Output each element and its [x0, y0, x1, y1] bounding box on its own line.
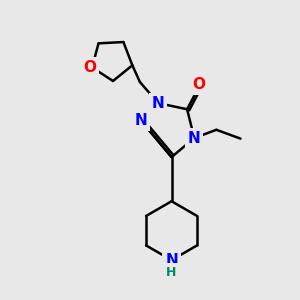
Text: N: N	[152, 96, 164, 111]
Text: O: O	[192, 77, 205, 92]
Text: N: N	[188, 130, 201, 146]
Text: N: N	[165, 253, 178, 268]
Text: H: H	[167, 266, 177, 279]
Text: N: N	[135, 113, 147, 128]
Text: O: O	[83, 60, 96, 75]
